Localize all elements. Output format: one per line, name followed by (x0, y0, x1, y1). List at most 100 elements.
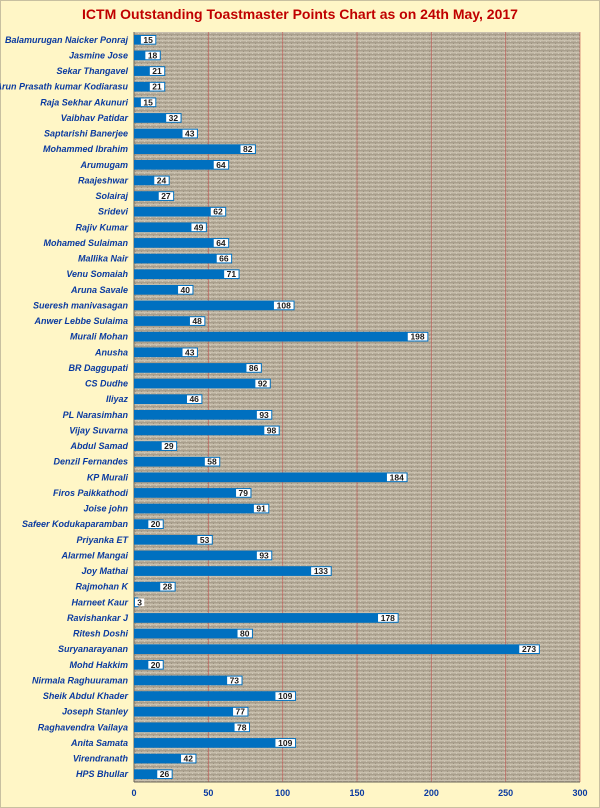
value-label-box (227, 676, 242, 685)
bar (134, 644, 540, 655)
value-label-box (256, 410, 272, 419)
value-label-box (158, 192, 174, 200)
category-label: Virendranath (73, 754, 129, 764)
category-label: Safeer Kodukaparamban (22, 519, 129, 529)
value-label: 79 (239, 488, 249, 498)
bar (134, 425, 280, 436)
category-label: Abdul Samad (69, 441, 128, 451)
value-label: 273 (522, 644, 536, 654)
value-label: 32 (169, 113, 179, 123)
value-label: 66 (219, 254, 229, 264)
value-label-box (236, 489, 251, 497)
bar (134, 581, 176, 592)
value-label-box (166, 114, 181, 122)
category-label: Sheik Abdul Khader (43, 691, 129, 701)
value-label: 108 (277, 300, 291, 310)
value-label: 58 (207, 457, 217, 467)
value-label: 3 (137, 597, 142, 607)
value-label-box (149, 67, 165, 75)
value-label: 43 (185, 347, 195, 357)
category-labels: Balamurugan Naicker Ponraj Jasmine Jose Se… (0, 35, 129, 779)
value-label-box (157, 770, 172, 779)
value-label-box (140, 35, 156, 44)
bar (134, 409, 273, 420)
category-label: Mohamed Sulaiman (43, 238, 128, 248)
value-label: 184 (390, 472, 404, 482)
bar (134, 128, 198, 139)
value-label-box (145, 51, 160, 60)
x-tick-label: 250 (498, 788, 513, 798)
value-label: 18 (148, 50, 158, 60)
value-label: 20 (151, 519, 161, 529)
bar (134, 363, 262, 373)
value-label-box (256, 551, 272, 560)
value-label: 21 (152, 82, 162, 92)
category-label: Nirmala Raghuuraman (32, 675, 129, 685)
bar (134, 113, 182, 123)
bar (134, 159, 230, 170)
value-label-box (178, 285, 193, 294)
x-axis-ticks: 0 50 100 150 200 250 300 (131, 788, 587, 798)
category-label: Jasmine Jose (69, 50, 128, 60)
value-label: 42 (184, 754, 194, 764)
value-label: 62 (213, 207, 223, 217)
category-label: KP Murali (87, 472, 129, 482)
bar (134, 222, 207, 233)
category-label: Raja Sekhar Akunuri (40, 97, 128, 107)
category-label: Anwer Lebbe Sulaima (33, 316, 128, 326)
x-tick-label: 150 (349, 788, 364, 798)
value-label: 49 (194, 222, 204, 232)
value-label: 86 (249, 363, 259, 373)
category-label: Joy Mathai (81, 566, 128, 576)
category-label: Mohd Hakkim (69, 660, 128, 670)
value-label: 21 (152, 66, 162, 76)
category-label: Rajmohan K (75, 582, 129, 592)
bar (134, 284, 194, 295)
value-label-box (311, 567, 331, 575)
value-label: 77 (236, 707, 246, 717)
value-label-box (186, 395, 202, 404)
bar (134, 738, 297, 748)
bar (134, 378, 271, 389)
category-label: Anusha (94, 347, 128, 357)
value-label: 98 (267, 425, 277, 435)
value-label-box (407, 332, 428, 341)
category-label: Balamurugan Naicker Ponraj (5, 35, 129, 45)
bar (134, 175, 170, 186)
bar (134, 66, 166, 76)
value-label: 28 (163, 582, 173, 592)
value-label: 80 (240, 629, 250, 639)
value-label: 198 (410, 332, 424, 342)
category-label: Anita Samata (70, 738, 128, 748)
value-label: 24 (157, 175, 167, 185)
value-label-box (149, 82, 165, 91)
bar (134, 191, 175, 201)
category-label: Denzil Fernandes (53, 457, 128, 467)
bar (134, 331, 429, 342)
bar (134, 691, 297, 701)
bar (134, 472, 408, 483)
value-label: 82 (243, 144, 253, 154)
bar (134, 81, 166, 92)
value-label-box (255, 379, 270, 388)
category-label: Alarmel Mangai (60, 550, 128, 560)
category-label: Solairaj (95, 191, 128, 201)
bar (134, 628, 253, 639)
bar (134, 706, 249, 717)
category-label: CS Dudhe (85, 379, 128, 389)
value-label: 178 (381, 613, 395, 623)
value-label: 64 (216, 160, 226, 170)
chart-title: ICTM Outstanding Toastmaster Points Char… (82, 6, 518, 22)
bar (134, 206, 227, 217)
value-label: 91 (256, 504, 266, 514)
bar (134, 769, 173, 780)
value-label-box (154, 176, 169, 185)
x-tick-label: 200 (424, 788, 439, 798)
x-tick-label: 50 (203, 788, 213, 798)
category-label: Joseph Stanley (62, 707, 129, 717)
value-label-box (237, 629, 252, 638)
value-label-box (182, 348, 197, 357)
category-label: Ritesh Doshi (73, 629, 129, 639)
value-label-box (213, 239, 229, 247)
